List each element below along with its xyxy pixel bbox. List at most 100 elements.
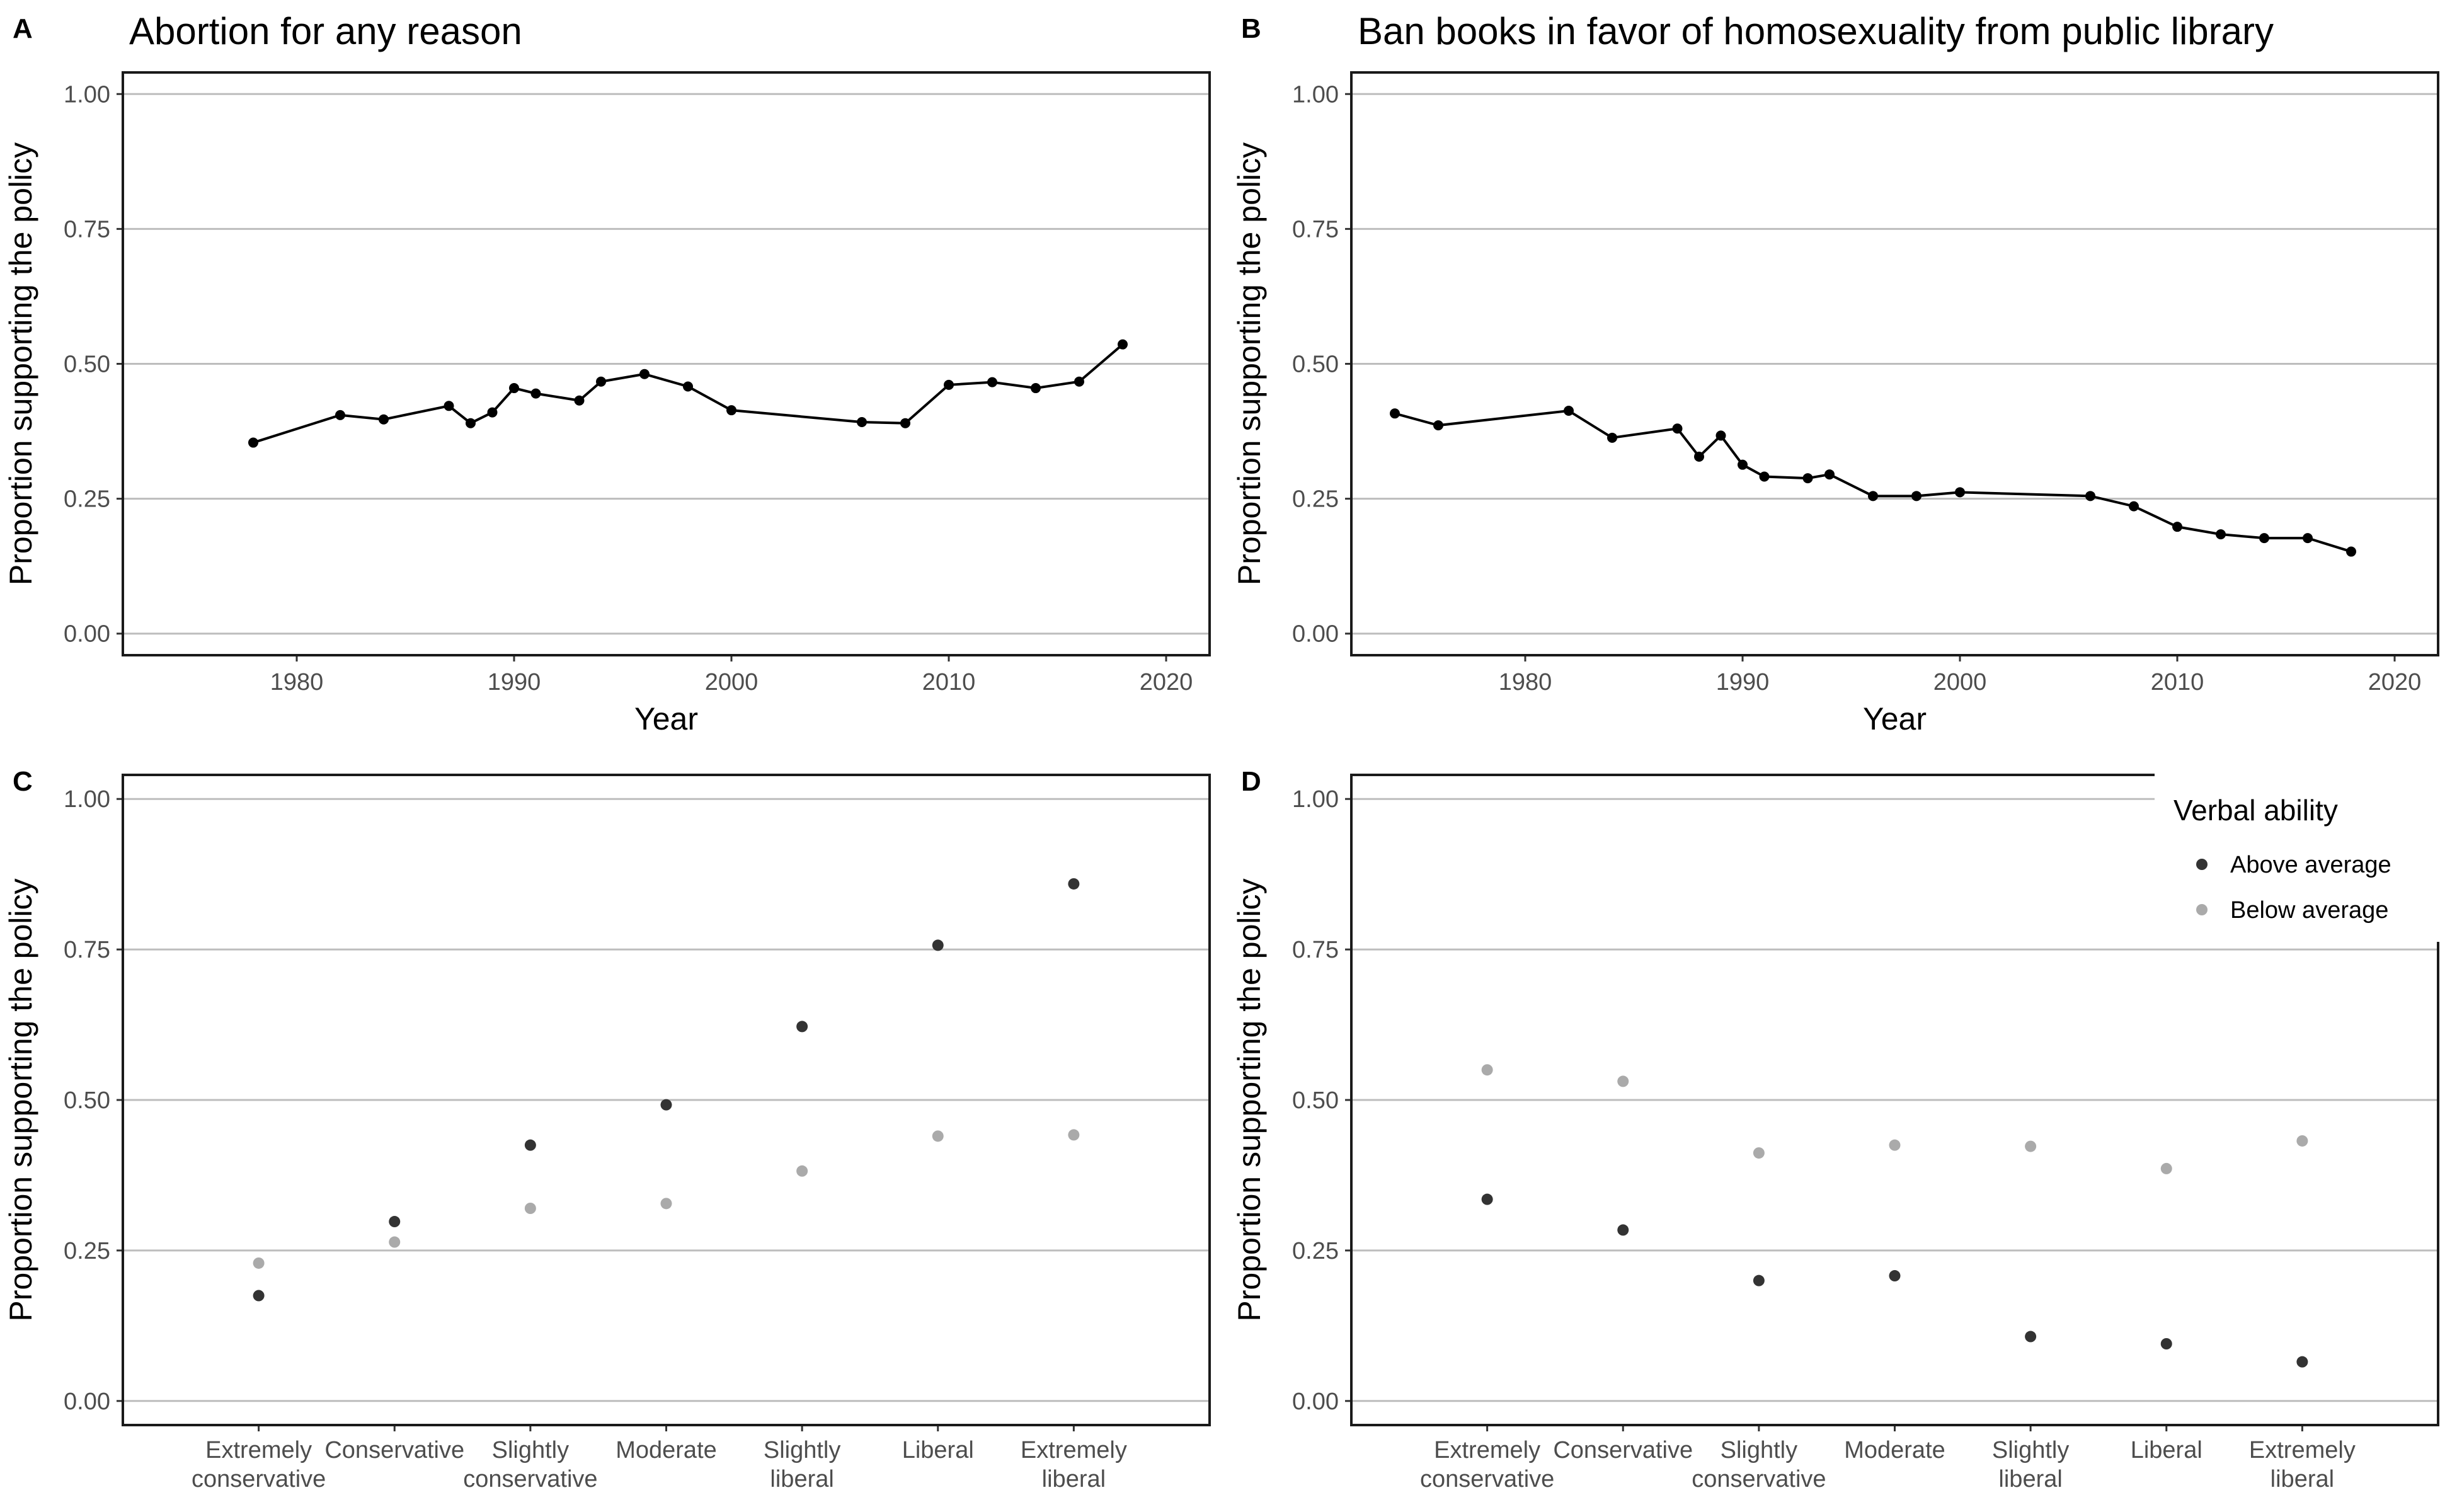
data-point [683, 381, 693, 392]
y-tick-label: 1.00 [1292, 786, 1339, 813]
y-tick-label: 0.25 [1292, 486, 1339, 513]
data-point [1911, 491, 1922, 501]
y-axis-title: Proportion supporting the policy [1232, 142, 1267, 585]
data-point [1433, 420, 1443, 431]
panel-c: C 0.00 0.25 0.50 0.75 1.00 Proportion supporti… [3, 766, 1211, 1492]
data-point [1738, 459, 1748, 470]
data-point [987, 377, 997, 387]
x-tick-label: conservative [1420, 1466, 1554, 1492]
data-point [1390, 408, 1400, 419]
x-tick-label: 2020 [2368, 669, 2422, 696]
x-tick-label: conservative [463, 1466, 597, 1492]
y-tick-label: 0.50 [1292, 352, 1339, 378]
data-point [900, 418, 910, 428]
x-tick-label: liberal [2271, 1466, 2334, 1492]
data-point [1074, 376, 1084, 387]
panel-frame [122, 774, 1211, 1426]
y-tick-label: 0.50 [64, 352, 110, 378]
legend-title: Verbal ability [2174, 794, 2338, 827]
y-tick-label: 0.00 [64, 1389, 110, 1415]
point-above-average [1617, 1224, 1629, 1236]
legend-swatch [2196, 859, 2208, 870]
y-tick-label: 0.75 [64, 216, 110, 243]
y-tick-label: 0.25 [1292, 1238, 1339, 1264]
data-point [2346, 546, 2356, 557]
x-tick-label: 1980 [270, 669, 324, 696]
y-tick-label: 1.00 [64, 786, 110, 813]
panel-letter: D [1241, 766, 1261, 797]
y-tick-label: 1.00 [1292, 81, 1339, 108]
panel-frame [1350, 71, 2439, 656]
point-below-average [1068, 1129, 1080, 1141]
data-point [1802, 473, 1813, 484]
x-tick-label: Conservative [324, 1437, 464, 1463]
y-tick-label: 0.25 [64, 1238, 110, 1264]
x-tick-label: Slightly [492, 1437, 570, 1463]
data-point [639, 369, 650, 379]
panel-frame [122, 71, 1211, 656]
panel-letter: C [13, 766, 33, 797]
y-tick-label: 0.75 [64, 937, 110, 963]
y-tick-label: 0.50 [1292, 1087, 1339, 1114]
x-tick-label: 1990 [488, 669, 541, 696]
data-point [2085, 491, 2095, 501]
panel-b: B Ban books in favor of homosexuality fro… [1232, 10, 2439, 736]
data-point [335, 410, 345, 420]
y-axis-title: Proportion supporting the policy [3, 878, 38, 1321]
panel-title: Abortion for any reason [129, 10, 522, 52]
x-tick-label: Conservative [1553, 1437, 1693, 1463]
x-tick-label: Slightly [764, 1437, 841, 1463]
data-point [857, 417, 867, 427]
legend-label: Above average [2230, 852, 2391, 878]
legend-label: Below average [2230, 897, 2388, 924]
point-below-average [253, 1257, 265, 1269]
point-above-average [2296, 1356, 2308, 1368]
y-axis-title: Proportion supporting the policy [1232, 878, 1267, 1321]
data-point [379, 414, 389, 425]
point-below-average [389, 1236, 401, 1248]
y-tick-label: 0.00 [1292, 621, 1339, 648]
x-tick-label: Extremely [1434, 1437, 1540, 1463]
x-tick-label: Liberal [2131, 1437, 2202, 1463]
data-point [944, 379, 954, 390]
data-point [1672, 423, 1683, 434]
y-tick-label: 1.00 [64, 81, 110, 108]
x-tick-label: liberal [770, 1466, 833, 1492]
point-above-average [796, 1021, 808, 1033]
point-above-average [389, 1216, 401, 1228]
point-above-average [1481, 1193, 1493, 1205]
x-tick-label: Extremely [1021, 1437, 1127, 1463]
x-tick-label: Extremely [2249, 1437, 2356, 1463]
point-below-average [660, 1198, 672, 1210]
panel-frame [1350, 774, 2439, 1426]
data-point [509, 383, 519, 394]
x-tick-label: conservative [192, 1466, 326, 1492]
panel-title: Ban books in favor of homosexuality from… [1358, 10, 2274, 52]
data-point [2216, 529, 2226, 540]
data-point [248, 437, 258, 448]
y-tick-label: 0.50 [64, 1087, 110, 1114]
data-point [1759, 471, 1770, 482]
point-above-average [2160, 1338, 2172, 1349]
point-below-average [1481, 1064, 1493, 1076]
legend-swatch [2196, 904, 2208, 915]
data-point [1031, 383, 1041, 394]
point-above-average [253, 1290, 265, 1302]
data-point [530, 388, 541, 399]
x-tick-label: Slightly [1721, 1437, 1798, 1463]
x-tick-label: Moderate [1844, 1437, 1945, 1463]
x-tick-label: Liberal [902, 1437, 974, 1463]
data-point [466, 418, 476, 428]
x-axis-title: Year [634, 701, 698, 736]
point-above-average [2025, 1331, 2037, 1343]
data-point [487, 407, 498, 418]
point-above-average [1889, 1270, 1901, 1282]
data-point [2129, 501, 2139, 512]
y-tick-label: 0.00 [64, 621, 110, 648]
panel-d: D 0.00 0.25 0.50 0.75 1.00 Proportion supporti… [1232, 766, 2441, 1492]
x-tick-label: 2010 [2151, 669, 2204, 696]
x-tick-label: 2000 [1933, 669, 1987, 696]
x-tick-label: 1990 [1716, 669, 1770, 696]
data-point [726, 405, 736, 416]
